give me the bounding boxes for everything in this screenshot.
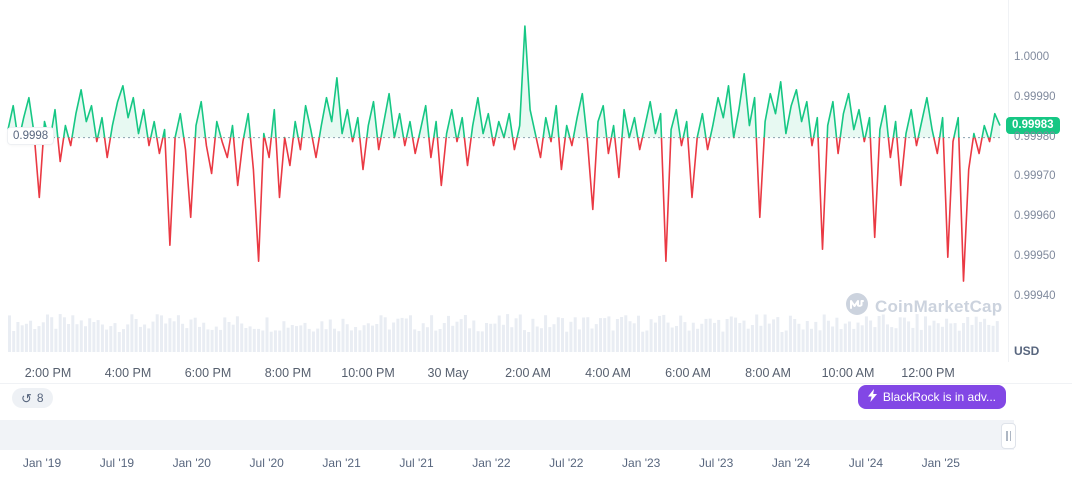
ad-button-label: BlackRock is in adv... — [882, 390, 996, 404]
timeline-label: Jan '21 — [322, 456, 361, 470]
y-axis-label: 0.99940 — [1014, 290, 1056, 303]
x-axis-label: 8:00 PM — [264, 366, 312, 380]
x-axis-label: 6:00 AM — [665, 366, 711, 380]
y-axis-label: 0.99960 — [1014, 210, 1056, 223]
x-axis-label: 2:00 PM — [24, 366, 72, 380]
timeline-label: Jul '22 — [549, 456, 584, 470]
x-axis-label: 30 May — [427, 366, 469, 380]
y-axis-label: 0.99970 — [1014, 170, 1056, 183]
price-line-up — [7, 25, 1001, 138]
history-icon: ↺ — [21, 390, 32, 406]
x-axis-label: 8:00 AM — [745, 366, 791, 380]
x-axis: 2:00 PM 4:00 PM 6:00 PM 8:00 PM 10:00 PM 30 M… — [0, 366, 1008, 384]
timeline-handle[interactable] — [1001, 423, 1016, 449]
baseline-price-label: 0.9998 — [8, 127, 54, 144]
timeline-label: Jul '23 — [698, 456, 734, 470]
y-axis-label: 0.99950 — [1014, 250, 1056, 263]
x-axis-label: 12:00 PM — [901, 366, 955, 380]
price-chart[interactable] — [0, 0, 1008, 362]
history-count: 8 — [36, 391, 44, 405]
x-axis-label: 4:00 PM — [104, 366, 152, 380]
x-axis-label: 4:00 AM — [585, 366, 631, 380]
y-axis — [1008, 0, 1072, 362]
price-area-fill — [8, 26, 1000, 138]
axis-currency-label: USD — [1014, 344, 1040, 358]
price-line-down — [17, 137, 992, 282]
ad-button[interactable]: BlackRock is in adv... — [857, 385, 1006, 409]
timeline-label: Jan '23 — [622, 456, 661, 470]
divider — [0, 383, 1072, 384]
volume-minimap — [8, 314, 999, 352]
x-axis-label: 6:00 PM — [184, 366, 232, 380]
x-axis-label: 10:00 AM — [821, 366, 875, 380]
bolt-icon — [867, 389, 877, 405]
timeline-label: Jul '24 — [848, 456, 884, 470]
timeline-label: Jul '20 — [249, 456, 284, 470]
timeline-label: Jan '22 — [472, 456, 511, 470]
y-axis-label: 1.0000 — [1014, 50, 1050, 63]
x-axis-label: 2:00 AM — [505, 366, 551, 380]
timeline-label: Jan '20 — [172, 456, 211, 470]
history-button[interactable]: ↺ 8 — [12, 388, 53, 408]
timeline-label: Jan '25 — [921, 456, 960, 470]
y-axis-label: 0.99990 — [1014, 90, 1056, 103]
timeline-label: Jan '24 — [771, 456, 811, 470]
y-axis-label: 0.99980 — [1014, 130, 1056, 143]
timeline-scrubber[interactable] — [0, 420, 1014, 450]
current-price-badge: 0.99983 — [1006, 116, 1060, 135]
x-axis-label: 10:00 PM — [341, 366, 395, 380]
timeline-label: Jul '19 — [99, 456, 135, 470]
timeline-axis: Jan '19 Jul '19 Jan '20 Jul '20 Jan '21 Jul '… — [0, 456, 1014, 472]
timeline-label: Jan '19 — [22, 456, 62, 470]
timeline-label: Jul '21 — [399, 456, 434, 470]
